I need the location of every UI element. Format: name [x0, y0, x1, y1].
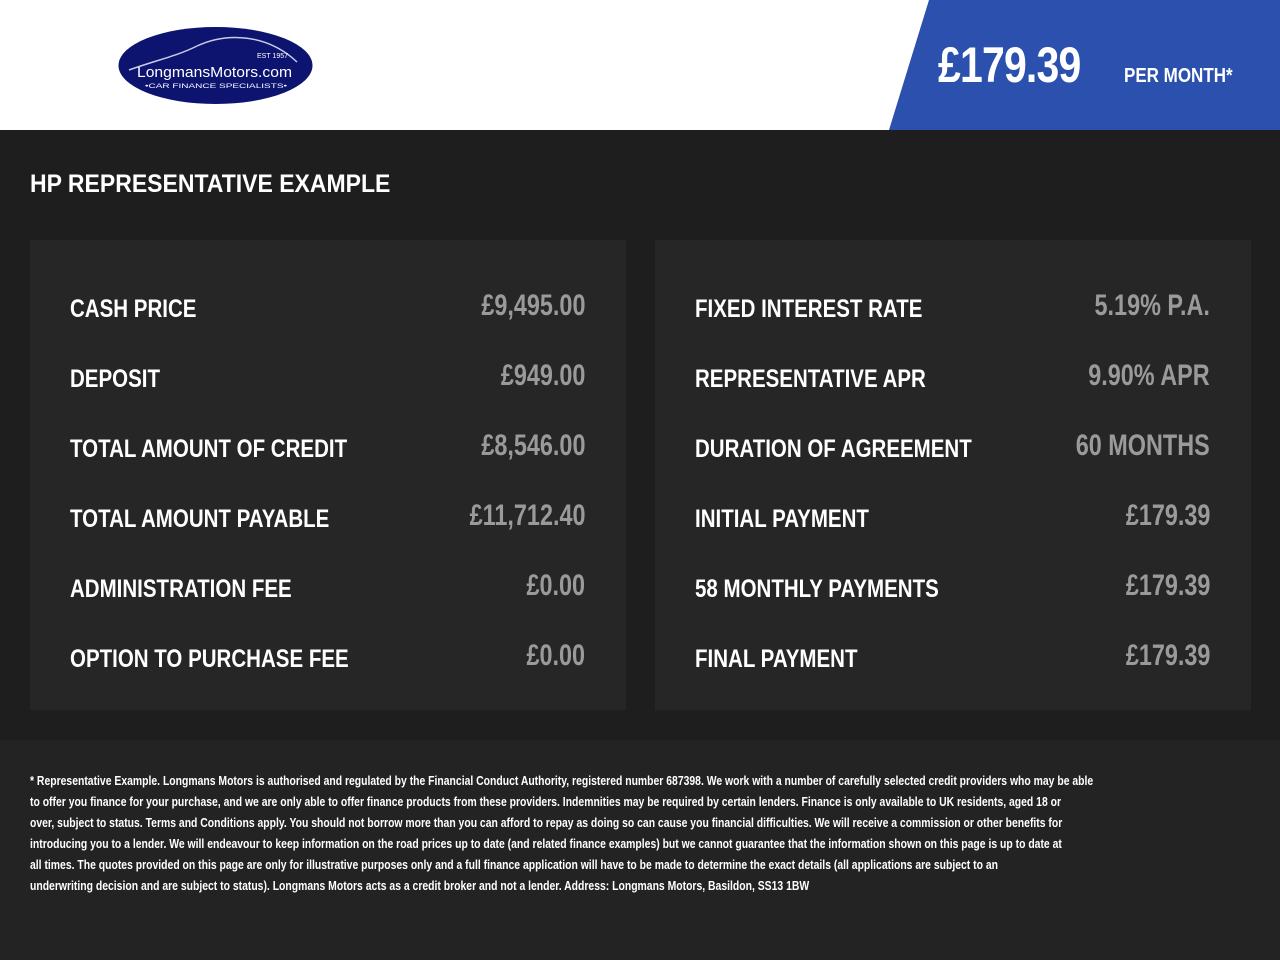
- row-label: FINAL PAYMENT: [695, 645, 858, 673]
- disclaimer-text: * Representative Example. Longmans Motor…: [30, 770, 1093, 896]
- finance-example-section: HP REPRESENTATIVE EXAMPLE CASH PRICE £9,4…: [0, 130, 1280, 740]
- row-value: £0.00: [526, 639, 585, 672]
- row-label: OPTION TO PURCHASE FEE: [70, 645, 349, 673]
- logo-text: LongmansMotors.com: [137, 64, 292, 81]
- finance-row: INITIAL PAYMENT £179.39: [695, 495, 1210, 535]
- row-label: INITIAL PAYMENT: [695, 505, 869, 533]
- row-value: 9.90% APR: [1088, 359, 1210, 392]
- disclaimer-line: introducing you to a lender. We will end…: [30, 836, 1062, 851]
- disclaimer-line: underwriting decision and are subject to…: [30, 878, 810, 893]
- longmans-motors-logo[interactable]: EST 1957 LongmansMotors.com •CAR FINANCE…: [117, 26, 314, 105]
- row-value: £179.39: [1125, 569, 1210, 602]
- row-value: £179.39: [1125, 639, 1210, 672]
- row-label: 58 MONTHLY PAYMENTS: [695, 575, 939, 603]
- header-bar: EST 1957 LongmansMotors.com •CAR FINANCE…: [0, 0, 1280, 130]
- disclaimer-section: * Representative Example. Longmans Motor…: [0, 740, 1280, 960]
- row-label: TOTAL AMOUNT OF CREDIT: [70, 435, 348, 463]
- logo-est: EST 1957: [257, 53, 288, 60]
- finance-row: REPRESENTATIVE APR 9.90% APR: [695, 355, 1210, 395]
- row-value: £11,712.40: [469, 499, 585, 532]
- row-label: DEPOSIT: [70, 365, 160, 393]
- section-title: HP REPRESENTATIVE EXAMPLE: [30, 170, 391, 198]
- disclaimer-line: all times. The quotes provided on this p…: [30, 857, 998, 872]
- finance-panel-left: CASH PRICE £9,495.00 DEPOSIT £949.00 TOTAL…: [30, 240, 626, 710]
- finance-row: CASH PRICE £9,495.00: [70, 285, 585, 325]
- row-value: £8,546.00: [480, 429, 585, 462]
- finance-row: OPTION TO PURCHASE FEE £0.00: [70, 635, 585, 675]
- logo-tagline: •CAR FINANCE SPECIALISTS•: [145, 84, 287, 90]
- finance-row: 58 MONTHLY PAYMENTS £179.39: [695, 565, 1210, 605]
- finance-row: FINAL PAYMENT £179.39: [695, 635, 1210, 675]
- row-value: 5.19% P.A.: [1094, 289, 1210, 322]
- row-label: TOTAL AMOUNT PAYABLE: [70, 505, 330, 533]
- row-value: £179.39: [1125, 499, 1210, 532]
- row-value: 60 MONTHS: [1076, 429, 1210, 462]
- finance-row: TOTAL AMOUNT PAYABLE £11,712.40: [70, 495, 585, 535]
- monthly-price: £179.39: [938, 37, 1081, 93]
- row-value: £0.00: [526, 569, 585, 602]
- row-value: £949.00: [500, 359, 585, 392]
- finance-row: ADMINISTRATION FEE £0.00: [70, 565, 585, 605]
- disclaimer-line: to offer you finance for your purchase, …: [30, 794, 1062, 809]
- disclaimer-line: * Representative Example. Longmans Motor…: [30, 773, 1094, 788]
- row-label: FIXED INTEREST RATE: [695, 295, 923, 323]
- finance-row: DEPOSIT £949.00: [70, 355, 585, 395]
- finance-row: FIXED INTEREST RATE 5.19% P.A.: [695, 285, 1210, 325]
- row-label: DURATION OF AGREEMENT: [695, 435, 972, 463]
- row-label: ADMINISTRATION FEE: [70, 575, 292, 603]
- row-label: CASH PRICE: [70, 295, 197, 323]
- monthly-price-banner: £179.39 PER MONTH*: [0, 0, 1280, 130]
- row-value: £9,495.00: [480, 289, 585, 322]
- finance-panel-right: FIXED INTEREST RATE 5.19% P.A. REPRESENTA…: [655, 240, 1251, 710]
- finance-row: TOTAL AMOUNT OF CREDIT £8,546.00: [70, 425, 585, 465]
- row-label: REPRESENTATIVE APR: [695, 365, 926, 393]
- disclaimer-line: over, subject to status. Terms and Condi…: [30, 815, 1063, 830]
- per-month-label: PER MONTH*: [1124, 65, 1233, 87]
- finance-row: DURATION OF AGREEMENT 60 MONTHS: [695, 425, 1210, 465]
